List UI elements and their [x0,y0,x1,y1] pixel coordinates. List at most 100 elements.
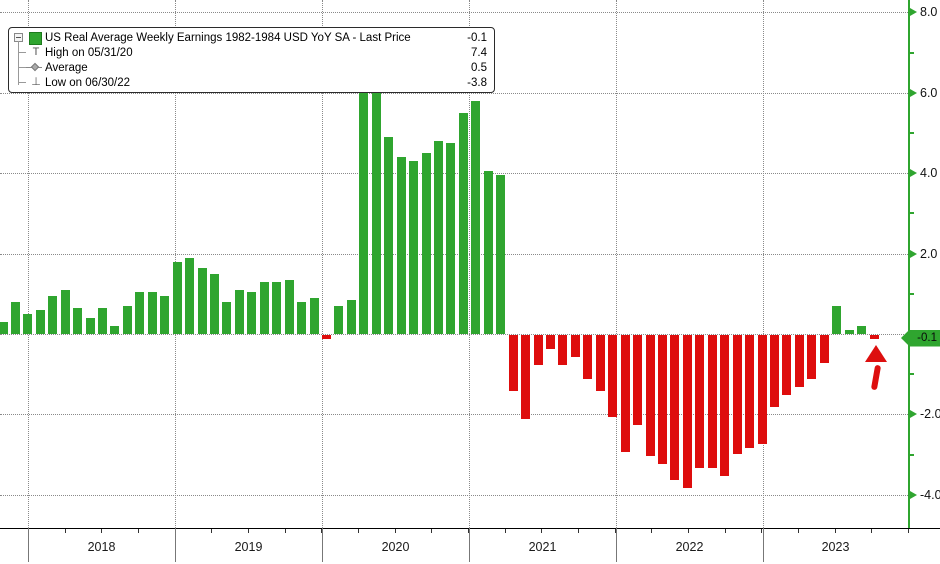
bar-Sep-19 [272,281,282,334]
x-quarter-tick [798,529,799,533]
series-label: US Real Average Weekly Earnings 1982-198… [45,31,411,44]
high-marker-icon: T [32,46,40,58]
x-quarter-tick [761,529,762,533]
bar-Apr-21 [508,335,518,392]
bar-Apr-20 [359,56,369,334]
average-label: Average [45,61,88,74]
bar-Jul-20 [396,157,406,334]
year-divider-2020 [322,528,323,562]
bar-Sep-20 [421,153,431,334]
bar-Dec-19 [309,297,319,334]
bar-Jan-19 [172,261,182,334]
x-quarter-tick [468,529,469,533]
bar-Mar-20 [346,299,356,334]
legend-row-low[interactable]: ⊥ Low on 06/30/22 -3.8 [9,75,494,90]
year-divider-2019 [175,528,176,562]
bar-Oct-22 [732,335,742,454]
bar-Aug-20 [409,161,419,334]
y-tick-arrow-icon [910,8,917,17]
legend-box: US Real Average Weekly Earnings 1982-198… [8,27,495,93]
x-quarter-tick [578,529,579,533]
year-divider-2021 [469,528,470,562]
bar-May-21 [521,335,531,420]
x-quarter-tick [505,529,506,533]
bar-Jun-21 [533,335,543,366]
year-divider-2022 [616,528,617,562]
bar-Jul-22 [695,335,705,468]
x-quarter-tick [541,529,542,533]
bar-Oct-20 [434,141,443,334]
bar-Mar-19 [197,267,207,334]
bar-Jan-23 [769,335,779,408]
bar-Jun-18 [85,317,95,334]
tree-stub [19,52,26,53]
y-minor-tick [908,51,914,54]
bar-Feb-22 [633,335,643,426]
bar-Sep-18 [122,305,132,334]
y-tick-arrow-icon [910,88,917,97]
x-quarter-tick [248,529,249,533]
low-marker-icon: ⊥ [31,76,41,88]
bar-Jul-19 [247,291,257,334]
x-quarter-tick [615,529,616,533]
legend-row-average[interactable]: Average 0.5 [9,60,494,75]
high-label: High on 05/31/20 [45,46,133,59]
bar-May-22 [670,335,680,480]
bar-Dec-18 [160,295,170,334]
tree-stub [19,67,26,68]
y-tick-arrow-icon [910,249,917,258]
gridline-year-2021 [469,0,470,528]
series-color-swatch-icon [29,32,42,45]
bar-Mar-23 [794,335,804,388]
year-label-2020: 2020 [381,540,410,554]
bar-Nov-22 [745,335,755,448]
bar-Aug-19 [259,281,269,334]
bar-Jan-21 [471,100,481,334]
bar-Mar-18 [48,295,58,334]
y-tick-label-8.0: 8.0 [920,5,938,20]
bar-Sep-22 [720,335,730,476]
series-last-price-value: -0.1 [467,31,487,44]
gridline-y-6 [0,92,908,94]
bar-May-19 [222,301,232,334]
bar-Dec-22 [757,335,767,444]
bar-Dec-20 [458,112,468,334]
bar-Nov-17 [0,321,8,334]
y-tick-arrow-icon [910,410,917,419]
bar-Nov-21 [595,335,605,392]
x-quarter-tick [101,529,102,533]
x-quarter-tick [908,529,909,533]
bar-Feb-19 [185,257,195,334]
gridline-y-0 [0,334,908,335]
x-quarter-tick [688,529,689,533]
gridline-year-2023 [763,0,764,528]
gridline-year-2018 [28,0,29,528]
year-label-2021: 2021 [528,540,557,554]
y-axis-line [908,0,910,529]
average-marker-diamond-icon [30,62,40,72]
high-value: 7.4 [471,46,487,59]
annotation-arrow-tail [870,364,882,391]
bar-Jun-19 [234,289,244,334]
x-quarter-tick [65,529,66,533]
gridline-year-2022 [616,0,617,528]
bar-Jun-23 [832,305,842,334]
x-quarter-tick [871,529,872,533]
year-divider-2018 [28,528,29,562]
average-value: 0.5 [471,61,487,74]
bar-Aug-18 [110,325,120,334]
bar-Jul-23 [844,329,854,334]
x-quarter-tick [431,529,432,533]
bar-Jun-22 [682,335,692,488]
y-tick-label-6.0: 6.0 [920,85,938,100]
legend-row-high[interactable]: T High on 05/31/20 7.4 [9,45,494,60]
tree-stub [19,82,26,83]
x-quarter-tick [211,529,212,533]
gridline-year-2020 [322,0,323,528]
legend-tree-connector [18,41,19,85]
bar-Jan-18 [23,313,33,334]
legend-row-series[interactable]: US Real Average Weekly Earnings 1982-198… [9,30,494,45]
bar-Jan-20 [322,335,332,340]
y-tick-label-4.0: 4.0 [920,166,938,181]
